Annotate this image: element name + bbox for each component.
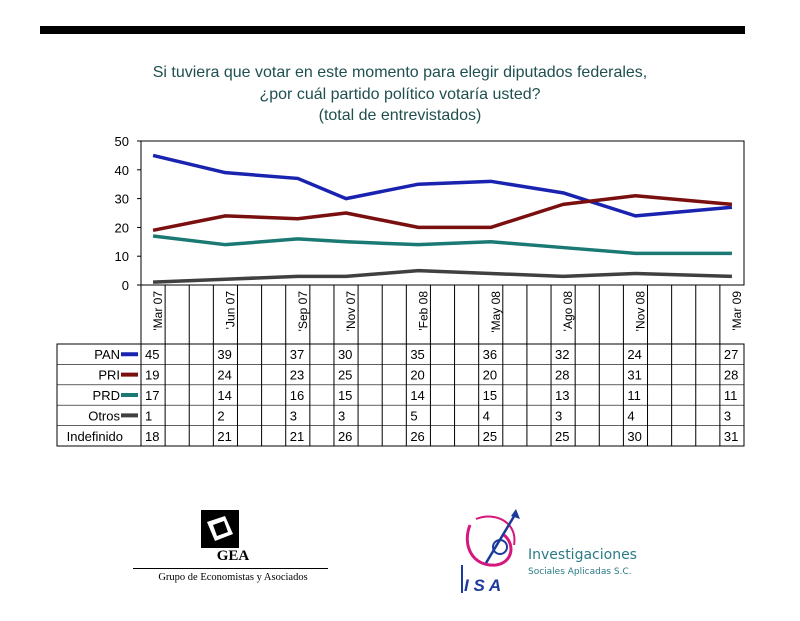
table-cell: 21	[217, 429, 231, 444]
chart-title-line3: (total de entrevistados)	[318, 107, 482, 124]
table-cell: 19	[145, 368, 159, 383]
series-line-pri	[152, 193, 733, 232]
legend-label-otros: Otros	[88, 408, 120, 423]
table-cell: 14	[410, 388, 424, 403]
y-tick-label: 10	[115, 249, 129, 264]
table-cell: 26	[410, 429, 424, 444]
table-cell: 21	[290, 429, 304, 444]
table-cell: 1	[145, 408, 152, 423]
table-cell: 3	[724, 408, 731, 423]
table-cell: 45	[145, 347, 159, 362]
y-tick-label: 30	[115, 192, 129, 207]
table-cell: 39	[217, 347, 231, 362]
table-cell: 14	[217, 388, 231, 403]
table-cell: 17	[145, 388, 159, 403]
table-cell: 3	[290, 408, 297, 423]
chart-title-line1: Si tuviera que votar en este momento par…	[152, 64, 648, 81]
table-cell: 15	[338, 388, 352, 403]
table-cell: 28	[555, 368, 569, 383]
table-cell: 36	[483, 347, 497, 362]
category-label: 'Mar 07	[151, 291, 165, 331]
gea-subtitle: Grupo de Economistas y Asociados	[158, 572, 308, 583]
category-label: 'Mar 09	[730, 291, 744, 331]
table-cell: 30	[627, 429, 641, 444]
isa-logo-icon: I S A	[461, 509, 520, 595]
table-cell: 3	[555, 408, 562, 423]
table-cell: 13	[555, 388, 569, 403]
table-cell: 24	[217, 368, 231, 383]
table-cell: 28	[724, 368, 738, 383]
plot-frame	[140, 140, 745, 286]
table-cell: 16	[290, 388, 304, 403]
gea-divider	[133, 568, 328, 569]
table-cell: 20	[410, 368, 424, 383]
table-cell: 25	[555, 429, 569, 444]
y-tick-label: 20	[115, 220, 129, 235]
category-label: 'Nov 07	[344, 291, 358, 332]
table-cell: 31	[627, 368, 641, 383]
category-label: 'Nov 08	[634, 291, 648, 332]
legend-label-pan: PAN	[94, 347, 120, 362]
isa-mark: I S A	[464, 576, 501, 595]
table-cell: 18	[145, 429, 159, 444]
table-cell: 25	[338, 368, 352, 383]
category-label: 'May 08	[489, 291, 503, 333]
table-cell: 4	[627, 408, 634, 423]
legend-label-prd: PRD	[93, 388, 120, 403]
table-cell: 37	[290, 347, 304, 362]
series-line-prd	[152, 234, 732, 256]
table-cell: 15	[483, 388, 497, 403]
table-cell: 11	[724, 388, 738, 403]
isa-subtitle: Sociales Aplicadas S.C.	[528, 567, 632, 577]
table-cell: 4	[483, 408, 490, 423]
legend-label-pri: PRI	[98, 368, 120, 383]
table-cell: 35	[410, 347, 424, 362]
table-cell: 26	[338, 429, 352, 444]
line-chart: 50 40 30 20 10 0 'Mar 07 'Jun 07 'Sep 07 'Nov 07 '…	[56, 134, 745, 447]
category-label: 'Jun 07	[223, 291, 237, 330]
table-cell: 11	[627, 388, 641, 403]
table-cell: 24	[627, 347, 641, 362]
category-label: 'Sep 07	[296, 291, 310, 332]
y-tick-label: 40	[115, 163, 129, 178]
table-cell: 31	[724, 429, 738, 444]
table-cell: 30	[338, 347, 352, 362]
table-cell: 20	[483, 368, 497, 383]
y-tick-label: 0	[122, 278, 129, 293]
table-cell: 3	[338, 408, 345, 423]
table-cell: 27	[724, 347, 738, 362]
gea-name: GEA	[216, 548, 250, 564]
y-tick-label: 50	[115, 134, 129, 149]
legend-label-indefinido: Indefinido	[67, 429, 123, 444]
table-cell: 5	[410, 408, 417, 423]
table-cell: 23	[290, 368, 304, 383]
chart-title-line2: ¿por cuál partido político votaría usted…	[259, 86, 541, 103]
table-cell: 2	[217, 408, 224, 423]
data-table-frame	[56, 343, 745, 447]
table-cell: 25	[483, 429, 497, 444]
gea-logo-icon	[201, 510, 239, 548]
series-line-otros	[152, 268, 732, 284]
series-line-pan	[152, 153, 733, 218]
category-label: 'Feb 08	[416, 291, 430, 331]
category-label: 'Ago 08	[561, 291, 575, 332]
table-cell: 32	[555, 347, 569, 362]
top-bar	[40, 26, 745, 34]
isa-name: Investigaciones	[528, 547, 637, 563]
